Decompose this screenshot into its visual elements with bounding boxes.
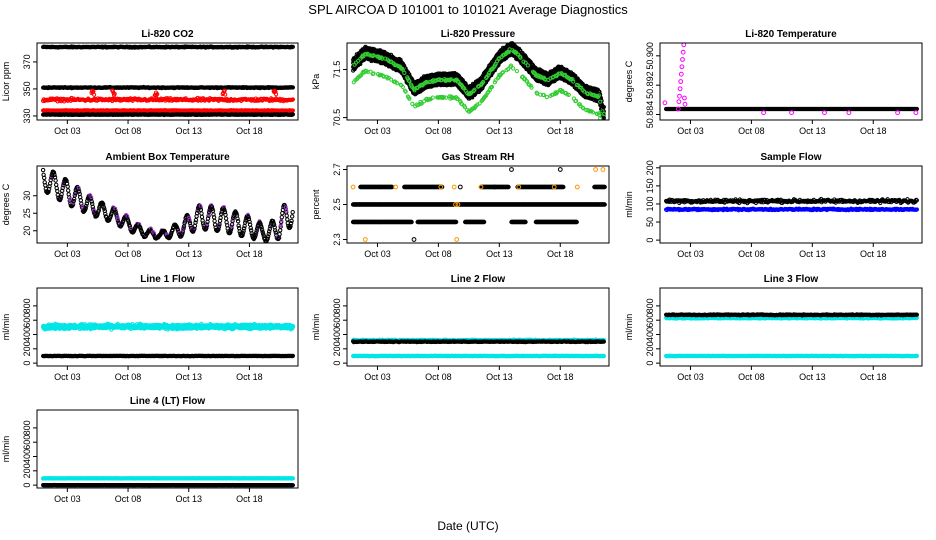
- data-point: [279, 215, 284, 220]
- data-point: [222, 88, 227, 93]
- y-tick-label: 71.5: [332, 61, 342, 79]
- data-point: [913, 110, 919, 116]
- data-point: [682, 101, 688, 107]
- data-marks: [351, 41, 607, 121]
- x-tick-label: Oct 18: [236, 249, 263, 259]
- data-point: [679, 64, 685, 70]
- y-tick-label: 50.884: [645, 101, 655, 129]
- data-point: [761, 110, 766, 116]
- data-point: [430, 95, 435, 100]
- x-tick-label: Oct 03: [677, 126, 704, 136]
- data-point: [846, 110, 852, 116]
- data-point: [92, 92, 97, 97]
- x-tick-label: Oct 18: [860, 126, 887, 136]
- x-tick-label: Oct 08: [425, 126, 452, 136]
- data-point: [290, 214, 295, 219]
- data-point: [443, 95, 449, 100]
- panel-title: Li-820 CO2: [141, 29, 194, 40]
- data-point: [290, 210, 295, 215]
- x-tick-label: Oct 18: [547, 126, 574, 136]
- x-tick-label: Oct 18: [236, 126, 263, 136]
- y-tick-label: 30: [22, 191, 32, 201]
- y-axis-label: degrees C: [624, 60, 634, 102]
- y-tick-label: 330: [22, 108, 32, 123]
- panels: Li-820 CO2 Licor ppm 330 350 370 Oct 03 Oct 08…: [1, 29, 923, 504]
- y-tick-label: 25: [22, 208, 32, 218]
- data-point: [514, 69, 520, 74]
- panel-title: Li-820 Temperature: [745, 29, 837, 40]
- data-point: [680, 49, 686, 55]
- y-tick-label: 20: [22, 226, 32, 236]
- x-tick-label: Oct 13: [799, 126, 826, 136]
- x-tick-label: Oct 13: [486, 126, 513, 136]
- panel-title: Ambient Box Temperature: [105, 152, 230, 163]
- data-point: [40, 167, 46, 173]
- data-point: [500, 70, 506, 75]
- x-tick-label: Oct 13: [175, 126, 202, 136]
- data-point: [223, 216, 229, 221]
- data-point: [682, 95, 687, 101]
- data-point: [677, 93, 682, 99]
- y-tick-label: 50.900: [645, 42, 655, 70]
- data-point: [601, 116, 606, 120]
- x-tick-label: Oct 13: [175, 249, 202, 259]
- data-point: [511, 66, 516, 71]
- panel-pressure: Li-820 Pressure kPa 70.5 71.5 Oct 03 Oct 08 Oc…: [311, 29, 610, 136]
- x-tick-label: Oct 03: [54, 249, 81, 259]
- y-axis-label: Licor ppm: [1, 62, 11, 102]
- data-point: [822, 110, 827, 116]
- y-tick-label: 370: [22, 54, 32, 69]
- data-point: [199, 211, 204, 216]
- data-point: [285, 217, 290, 222]
- data-point: [677, 86, 683, 92]
- data-point: [274, 92, 279, 97]
- data-point: [54, 182, 59, 188]
- data-marks: [350, 167, 607, 242]
- data-point: [789, 110, 794, 116]
- data-point: [212, 218, 217, 224]
- data-point: [290, 44, 295, 49]
- panel-co2: Li-820 CO2 Licor ppm 330 350 370 Oct 03 Oct 08…: [1, 29, 299, 136]
- y-axis-label: degrees C: [1, 183, 11, 225]
- data-point: [371, 71, 376, 76]
- data-point: [277, 232, 282, 237]
- y-tick-label: 70.5: [332, 109, 342, 127]
- data-point: [676, 99, 682, 105]
- data-point: [223, 92, 228, 97]
- panel-title: Li-820 Pressure: [441, 29, 516, 40]
- data-point: [574, 98, 579, 104]
- x-tick-label: Oct 08: [738, 126, 765, 136]
- data-point: [544, 95, 550, 100]
- data-point: [66, 188, 71, 193]
- x-tick-label: Oct 08: [115, 126, 142, 136]
- y-tick-label: 350: [22, 81, 32, 96]
- data-point: [662, 100, 668, 106]
- data-point: [680, 57, 685, 62]
- data-point: [199, 214, 205, 220]
- figure-xlabel: Date (UTC): [437, 519, 498, 533]
- panel-ambient-box: Ambient Box Temperature degrees C 20 25 30 Oc…: [1, 152, 299, 259]
- data-marks: [41, 44, 295, 118]
- data-point: [400, 84, 405, 90]
- data-point: [601, 112, 607, 117]
- figure-title: SPL AIRCOA D 101001 to 101021 Average Di…: [308, 2, 628, 17]
- data-point: [895, 110, 900, 116]
- data-marks: [40, 167, 295, 244]
- data-point: [410, 101, 415, 107]
- x-tick-label: Oct 08: [115, 249, 142, 259]
- plot-frame: [36, 165, 299, 244]
- data-point: [678, 71, 684, 77]
- data-point: [678, 79, 684, 84]
- x-tick-label: Oct 03: [54, 126, 81, 136]
- data-point: [284, 213, 289, 218]
- data-marks: [662, 42, 920, 116]
- y-tick-label: 50.892: [645, 71, 655, 99]
- x-tick-label: Oct 03: [364, 126, 391, 136]
- panel-licor-temp: Li-820 Temperature degrees C 50.884 50.8925…: [624, 29, 923, 136]
- data-point: [278, 228, 283, 233]
- y-axis-label: kPa: [311, 74, 321, 90]
